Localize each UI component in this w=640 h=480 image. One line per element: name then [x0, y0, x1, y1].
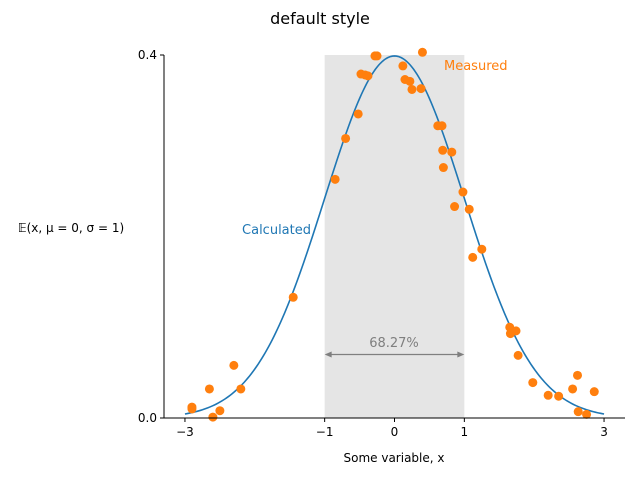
scatter-point	[417, 47, 427, 57]
scatter-point	[398, 61, 408, 71]
scatter-point	[187, 402, 197, 412]
x-tick-label: 1	[461, 425, 469, 439]
interval-arrow-head-right	[457, 351, 465, 358]
scatter-point	[416, 84, 426, 94]
scatter-point	[464, 204, 474, 214]
scatter-point	[554, 391, 564, 401]
y-tick-label: 0.0	[138, 411, 157, 425]
scatter-point	[405, 76, 415, 86]
scatter-point	[468, 252, 478, 262]
scatter-point	[458, 187, 468, 197]
scatter-point	[236, 384, 246, 394]
scatter-point	[582, 409, 592, 419]
x-tick-label: −3	[176, 425, 194, 439]
series-line-calculated	[184, 55, 605, 415]
scatter-point	[438, 163, 448, 173]
scatter-point	[204, 384, 214, 394]
scatter-point	[438, 145, 448, 155]
chart-title: default style	[270, 9, 370, 28]
interval-label: 68.27%	[369, 336, 419, 351]
scatter-point	[573, 370, 582, 380]
shaded-region	[324, 55, 465, 418]
scatter-point	[447, 147, 457, 157]
scatter-point	[208, 412, 218, 422]
scatter-point	[589, 387, 599, 397]
x-tick-label: −1	[316, 425, 334, 439]
scatter-point	[229, 360, 239, 370]
scatter-point	[528, 378, 538, 388]
calculated-label: Calculated	[242, 223, 311, 238]
scatter-point	[407, 84, 417, 94]
scatter-point	[477, 244, 487, 254]
y-axis-label: 𝔼(x, μ = 0, σ = 1)	[18, 221, 124, 235]
scatter-point	[568, 384, 578, 394]
x-tick-label: 0	[391, 425, 399, 439]
scatter-point	[450, 202, 460, 212]
y-tick-label: 0.4	[138, 48, 157, 62]
scatter-point	[511, 326, 521, 336]
scatter-point	[513, 350, 523, 360]
measured-label: Measured	[444, 59, 508, 74]
x-axis-label: Some variable, x	[344, 451, 445, 465]
scatter-point	[341, 133, 351, 143]
interval-arrow-head-left	[324, 351, 332, 358]
scatter-point	[215, 406, 225, 416]
x-tick-label: 3	[600, 425, 608, 439]
scatter-point	[353, 109, 363, 119]
scatter-point	[573, 407, 583, 417]
scatter-point	[437, 121, 447, 131]
scatter-point	[543, 390, 553, 400]
plot-area: −3 −1 0 1 3 0.0 0.4	[138, 47, 625, 439]
scatter-point	[363, 71, 373, 81]
scatter-point	[330, 174, 340, 184]
scatter-point	[288, 292, 298, 302]
scatter-point	[372, 51, 382, 61]
